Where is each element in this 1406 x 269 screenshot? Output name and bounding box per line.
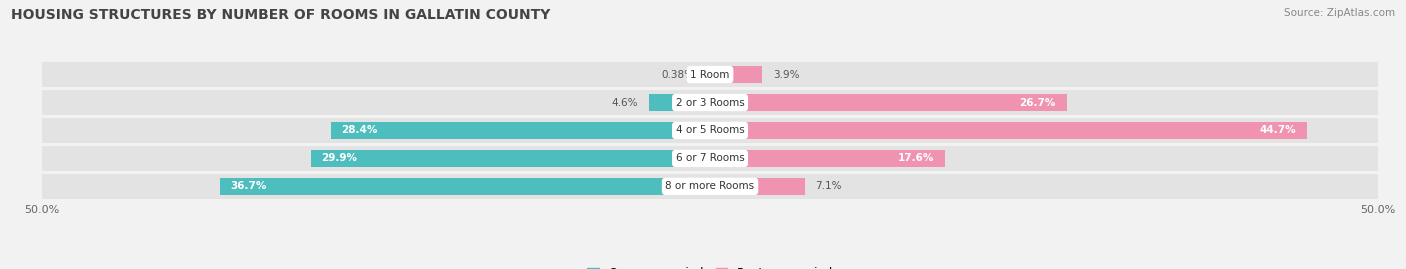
Bar: [311, 150, 710, 167]
Bar: [648, 94, 710, 111]
Bar: [710, 66, 762, 83]
Text: 0.38%: 0.38%: [661, 70, 695, 80]
Text: 8 or more Rooms: 8 or more Rooms: [665, 181, 755, 191]
Bar: [710, 122, 1308, 139]
Bar: [42, 62, 1378, 87]
Bar: [704, 66, 710, 83]
Text: 6 or 7 Rooms: 6 or 7 Rooms: [676, 153, 744, 164]
Text: 29.9%: 29.9%: [322, 153, 357, 164]
Text: 26.7%: 26.7%: [1019, 97, 1056, 108]
Text: 44.7%: 44.7%: [1260, 125, 1296, 136]
Bar: [42, 118, 1378, 143]
Text: Source: ZipAtlas.com: Source: ZipAtlas.com: [1284, 8, 1395, 18]
Legend: Owner-occupied, Renter-occupied: Owner-occupied, Renter-occupied: [582, 262, 838, 269]
Text: 1 Room: 1 Room: [690, 70, 730, 80]
Bar: [219, 178, 710, 195]
Text: 28.4%: 28.4%: [342, 125, 378, 136]
Text: 7.1%: 7.1%: [815, 181, 842, 191]
Bar: [710, 178, 804, 195]
Text: 2 or 3 Rooms: 2 or 3 Rooms: [676, 97, 744, 108]
Bar: [710, 94, 1067, 111]
Text: 4.6%: 4.6%: [612, 97, 638, 108]
Bar: [42, 90, 1378, 115]
Text: 17.6%: 17.6%: [898, 153, 935, 164]
Text: 36.7%: 36.7%: [231, 181, 267, 191]
Bar: [710, 150, 945, 167]
Text: 4 or 5 Rooms: 4 or 5 Rooms: [676, 125, 744, 136]
Bar: [42, 146, 1378, 171]
Text: HOUSING STRUCTURES BY NUMBER OF ROOMS IN GALLATIN COUNTY: HOUSING STRUCTURES BY NUMBER OF ROOMS IN…: [11, 8, 551, 22]
Text: 3.9%: 3.9%: [773, 70, 799, 80]
Bar: [330, 122, 710, 139]
Bar: [42, 174, 1378, 199]
